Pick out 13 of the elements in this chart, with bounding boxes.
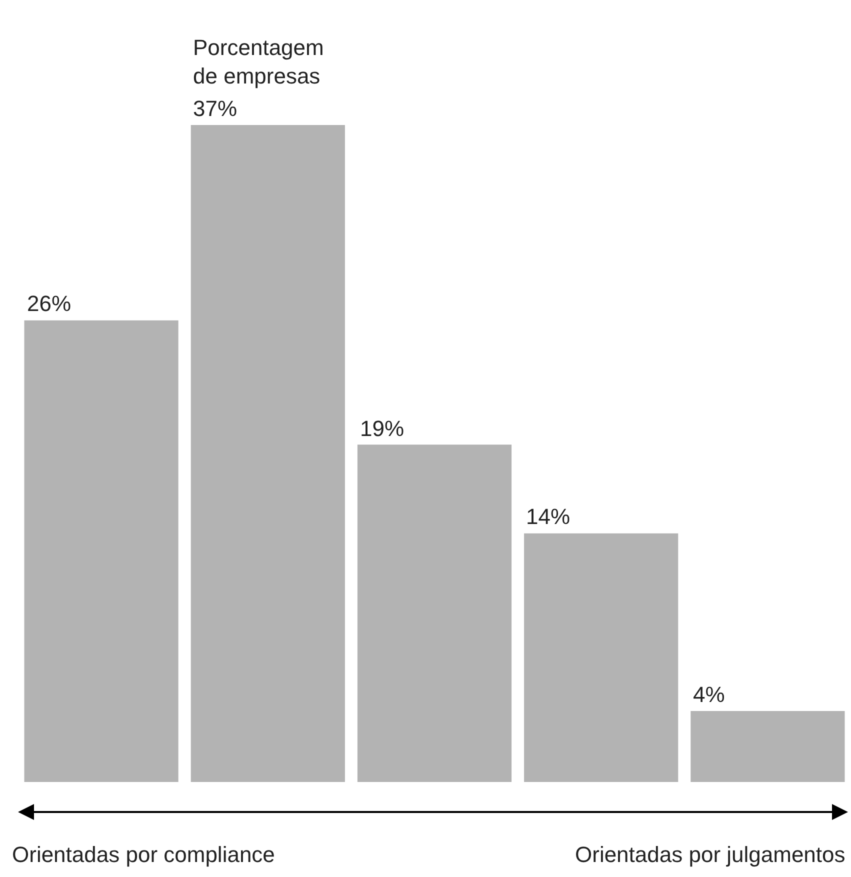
text: Orientadas por compliance <box>12 842 275 867</box>
bar <box>190 125 345 782</box>
text: Orientadas por julgamentos <box>575 842 846 867</box>
bar <box>24 320 178 782</box>
data-label: 37% <box>193 96 238 121</box>
bar <box>357 444 512 782</box>
bar <box>524 533 678 782</box>
data-label: 4% <box>693 682 725 707</box>
data-label: 14% <box>526 504 570 529</box>
data-label: 19% <box>360 416 404 441</box>
data-label: 26% <box>27 291 72 316</box>
y-axis-title: Porcentagem de empresas <box>193 35 324 89</box>
bar <box>690 710 845 782</box>
